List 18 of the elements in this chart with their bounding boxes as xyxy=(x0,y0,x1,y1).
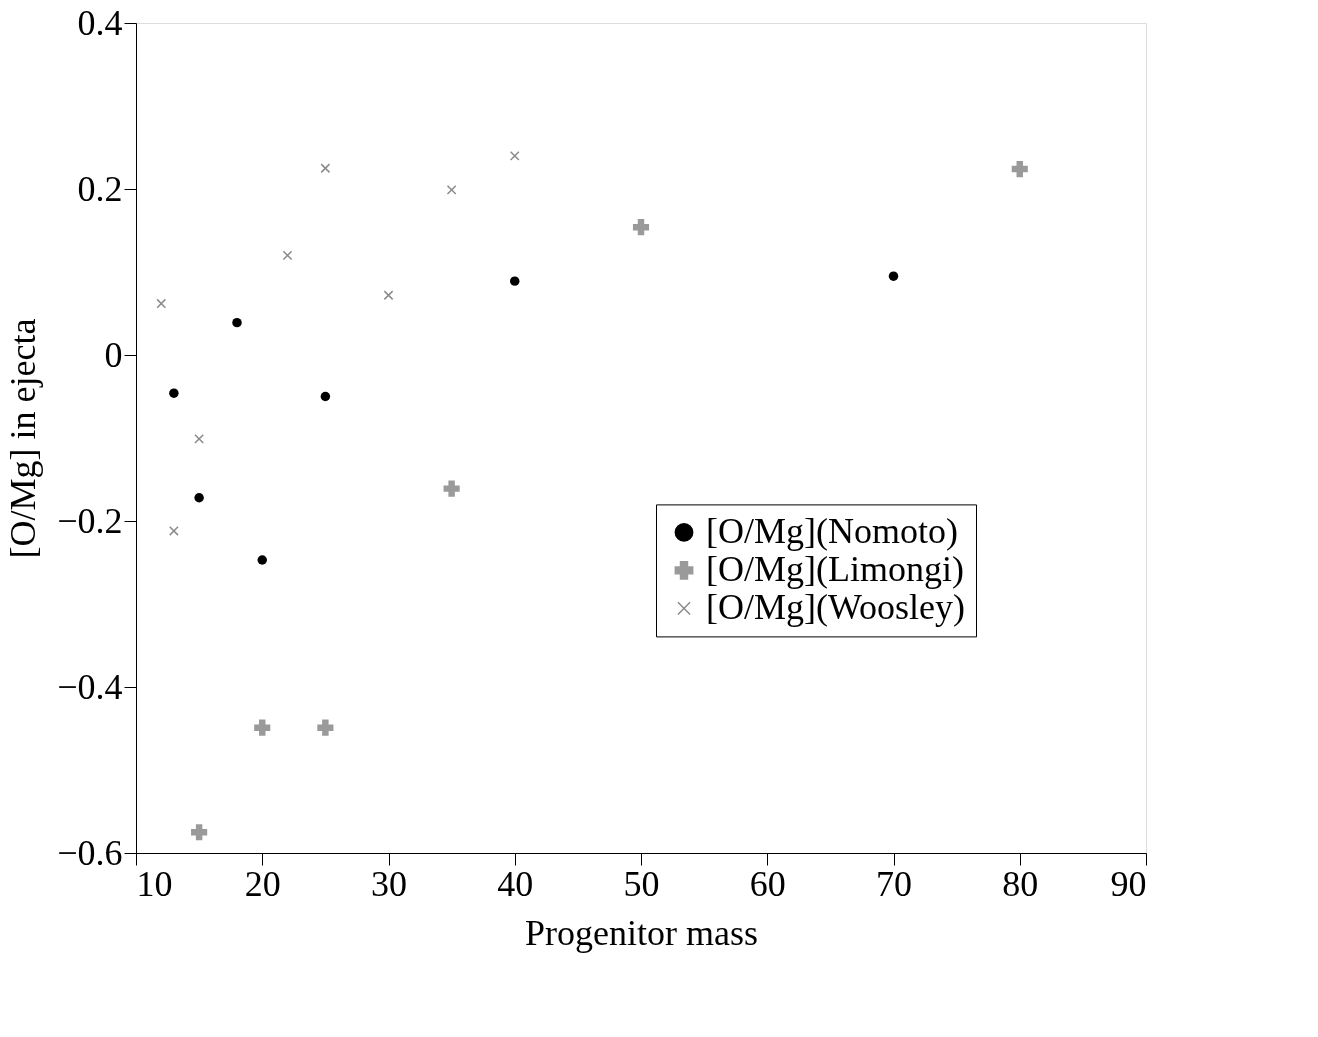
y-tick-label: 0 xyxy=(104,334,123,375)
y-tick-label: 0.2 xyxy=(77,168,123,209)
y-tick-label: −0.4 xyxy=(57,666,123,707)
y-axis-title: [O/Mg] in ejecta xyxy=(3,318,44,559)
x-tick-label: 20 xyxy=(244,863,281,904)
x-tick-label: 90 xyxy=(1110,863,1147,904)
y-tick-label: −0.6 xyxy=(57,832,123,873)
y-tick-label: −0.2 xyxy=(57,500,123,541)
x-tick-label: 70 xyxy=(876,863,912,904)
x-tick-label: 30 xyxy=(371,863,407,904)
x-tick-label: 40 xyxy=(497,863,534,904)
x-axis-title: Progenitor mass xyxy=(525,912,758,953)
legend-label: [O/Mg](Nomoto) xyxy=(706,511,958,552)
x-tick-label: 60 xyxy=(749,863,786,904)
x-tick-label: 80 xyxy=(1002,863,1039,904)
y-tick-label: 0.4 xyxy=(77,2,123,43)
x-tick-label: 50 xyxy=(623,863,660,904)
x-tick-label: 10 xyxy=(136,863,173,904)
